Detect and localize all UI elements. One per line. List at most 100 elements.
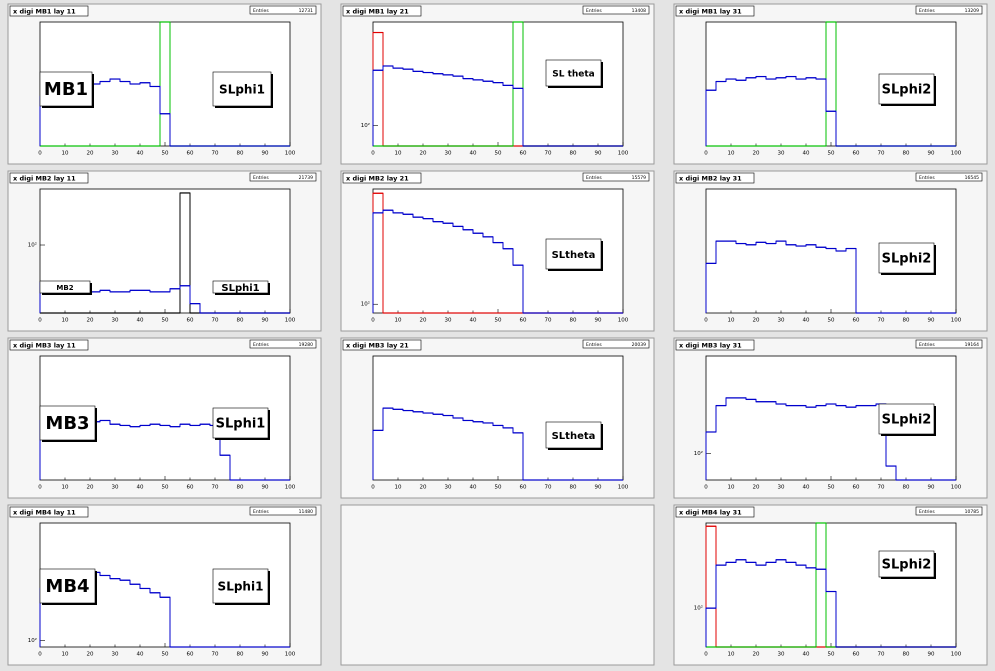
stats-label: Entries	[919, 8, 935, 14]
x-tick-label: 70	[878, 652, 885, 658]
histogram-pad: 0 10 20 30 40 50 60 70 80 90 100 x digi MB1 lay 11 E…	[7, 3, 322, 165]
x-tick-label: 50	[495, 318, 502, 324]
x-tick-label: 0	[38, 151, 42, 157]
label-box	[212, 568, 269, 604]
x-tick-label: 10	[62, 151, 69, 157]
x-tick-label: 10	[62, 652, 69, 658]
stats-value: 11480	[299, 509, 313, 515]
x-tick-label: 10	[728, 485, 735, 491]
y-tick-label: 10²	[28, 637, 37, 644]
label-box	[212, 280, 269, 294]
x-tick-label: 30	[112, 318, 119, 324]
pad-label: MB3	[45, 413, 89, 434]
label-box	[878, 73, 935, 105]
x-tick-label: 90	[262, 485, 269, 491]
title-box	[675, 172, 755, 184]
stats-label: Entries	[253, 509, 269, 515]
x-tick-label: 10	[728, 318, 735, 324]
chart-title: x digi MB4 lay 11	[13, 509, 76, 517]
x-tick-label: 0	[38, 318, 42, 324]
x-tick-label: 60	[187, 652, 194, 658]
x-tick-label: 30	[778, 485, 785, 491]
x-tick-label: 0	[704, 318, 708, 324]
x-tick-label: 40	[803, 151, 810, 157]
histogram-pad: 0 10 20 30 40 50 60 70 80 90 100 x digi MB3 lay 11 E…	[7, 337, 322, 499]
stats-box	[915, 339, 983, 349]
x-tick-label: 20	[87, 151, 94, 157]
histogram-pad: 0 10 20 30 40 50 60 70 80 90 100 10² x digi MB4 lay …	[7, 504, 322, 666]
label-box	[545, 238, 602, 270]
stats-label: Entries	[586, 342, 602, 348]
x-tick-label: 50	[162, 652, 169, 658]
stats-value: 10785	[965, 509, 979, 515]
x-tick-label: 80	[903, 652, 910, 658]
histogram-pad: 0 10 20 30 40 50 60 70 80 90 100 10² x digi MB4 lay …	[673, 504, 988, 666]
title-box	[675, 5, 755, 17]
x-tick-label: 60	[187, 485, 194, 491]
empty-pad	[340, 504, 655, 666]
x-tick-label: 60	[187, 151, 194, 157]
x-tick-label: 100	[285, 652, 296, 658]
x-tick-label: 80	[570, 151, 577, 157]
x-tick-label: 50	[162, 318, 169, 324]
x-tick-label: 0	[704, 485, 708, 491]
histogram-pad: 0 10 20 30 40 50 60 70 80 90 100 10² x digi MB3 lay …	[673, 337, 988, 499]
title-box	[342, 339, 422, 351]
stats-box	[915, 5, 983, 15]
x-tick-label: 10	[62, 485, 69, 491]
x-tick-label: 0	[38, 652, 42, 658]
x-tick-label: 40	[137, 318, 144, 324]
x-tick-label: 20	[753, 318, 760, 324]
x-tick-label: 40	[137, 151, 144, 157]
x-tick-label: 20	[420, 151, 427, 157]
x-tick-label: 0	[704, 652, 708, 658]
stats-box	[582, 339, 650, 349]
x-tick-label: 70	[545, 151, 552, 157]
stats-box	[249, 339, 317, 349]
x-tick-label: 20	[753, 151, 760, 157]
stats-label: Entries	[253, 342, 269, 348]
chart-title: x digi MB1 lay 11	[13, 8, 76, 16]
x-tick-label: 0	[704, 151, 708, 157]
plot-frame	[705, 522, 957, 648]
x-tick-label: 50	[495, 151, 502, 157]
y-tick-label: 10²	[361, 301, 370, 308]
stats-value: 19164	[965, 342, 979, 348]
x-tick-label: 40	[470, 151, 477, 157]
x-tick-label: 30	[112, 485, 119, 491]
x-tick-label: 60	[853, 485, 860, 491]
pad-label: SLphi1	[219, 83, 265, 97]
x-tick-label: 30	[445, 485, 452, 491]
x-tick-label: 90	[928, 151, 935, 157]
stats-value: 13408	[632, 8, 646, 14]
pad-label: SLtheta	[552, 431, 596, 442]
x-tick-label: 10	[395, 151, 402, 157]
x-tick-label: 100	[618, 318, 629, 324]
histogram-pad: 0 10 20 30 40 50 60 70 80 90 100 x digi MB2 lay 31 E…	[673, 170, 988, 332]
stats-value: 12731	[299, 8, 313, 14]
x-tick-label: 10	[395, 485, 402, 491]
x-tick-label: 40	[470, 318, 477, 324]
x-tick-label: 50	[162, 151, 169, 157]
chart-title: x digi MB2 lay 31	[679, 175, 742, 183]
stats-label: Entries	[253, 175, 269, 181]
stats-box	[249, 506, 317, 516]
pad-label: SLphi1	[221, 283, 259, 294]
x-tick-label: 20	[420, 318, 427, 324]
stats-box	[915, 506, 983, 516]
x-tick-label: 20	[87, 652, 94, 658]
stats-value: 20039	[632, 342, 646, 348]
x-tick-label: 100	[951, 151, 962, 157]
x-tick-label: 70	[212, 151, 219, 157]
label-box	[212, 407, 269, 439]
x-tick-label: 60	[853, 652, 860, 658]
y-tick-label: 10²	[28, 242, 37, 249]
x-tick-label: 50	[828, 485, 835, 491]
x-tick-label: 60	[187, 318, 194, 324]
x-tick-label: 90	[928, 485, 935, 491]
stats-box	[249, 172, 317, 182]
x-tick-label: 80	[570, 485, 577, 491]
pad-label: MB1	[44, 79, 88, 100]
chart-title: x digi MB3 lay 31	[679, 342, 742, 350]
x-tick-label: 90	[595, 485, 602, 491]
